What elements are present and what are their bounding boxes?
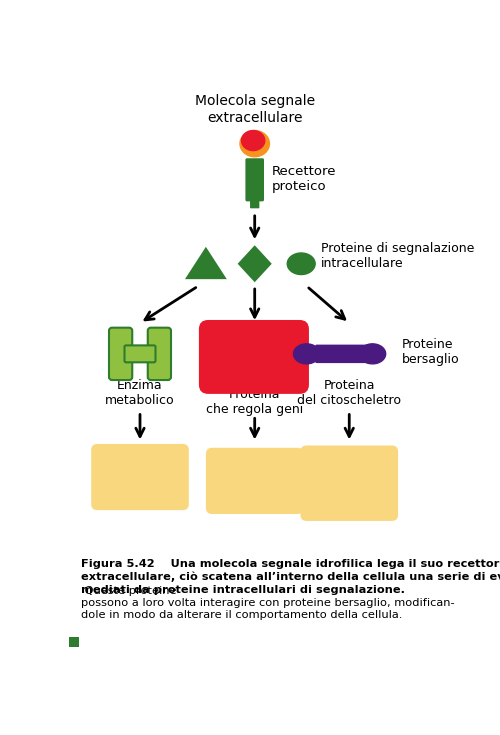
FancyBboxPatch shape <box>199 320 309 394</box>
FancyBboxPatch shape <box>124 345 156 362</box>
Text: Recettore
proteico: Recettore proteico <box>272 165 336 193</box>
Text: Figura 5.42    Una molecola segnale idrofilica lega il suo recettore
extracellul: Figura 5.42 Una molecola segnale idrofil… <box>81 559 500 595</box>
FancyBboxPatch shape <box>315 345 368 363</box>
Ellipse shape <box>288 253 315 275</box>
Text: Proteine di segnalazione
intracellulare: Proteine di segnalazione intracellulare <box>320 242 474 270</box>
FancyBboxPatch shape <box>68 637 79 648</box>
Ellipse shape <box>240 131 270 157</box>
Polygon shape <box>238 245 272 282</box>
Text: Proteina
del citoscheletro: Proteina del citoscheletro <box>297 379 401 407</box>
FancyBboxPatch shape <box>206 448 304 514</box>
Ellipse shape <box>294 344 320 364</box>
FancyBboxPatch shape <box>250 160 260 208</box>
Text: Proteine
bersaglio: Proteine bersaglio <box>402 338 460 366</box>
Polygon shape <box>185 247 227 279</box>
FancyBboxPatch shape <box>91 444 189 510</box>
FancyBboxPatch shape <box>246 158 264 201</box>
Text: Enzima
metabolico: Enzima metabolico <box>105 379 175 407</box>
FancyBboxPatch shape <box>300 445 398 521</box>
Text: Queste proteine
possono a loro volta interagire con proteine bersaglio, modifica: Queste proteine possono a loro volta int… <box>81 586 454 620</box>
Ellipse shape <box>360 344 386 364</box>
Ellipse shape <box>242 131 265 151</box>
FancyBboxPatch shape <box>109 328 132 380</box>
Text: Forma
o movimento
cellulare
alterati: Forma o movimento cellulare alterati <box>300 453 398 511</box>
Text: Metabolismo
alterato: Metabolismo alterato <box>92 463 188 491</box>
Text: Proteina
che regola geni: Proteina che regola geni <box>206 389 304 417</box>
Text: Espressione
genica
alterata: Espressione genica alterata <box>210 459 300 503</box>
FancyBboxPatch shape <box>148 328 171 380</box>
Text: Molecola segnale
extracellulare: Molecola segnale extracellulare <box>194 94 315 124</box>
